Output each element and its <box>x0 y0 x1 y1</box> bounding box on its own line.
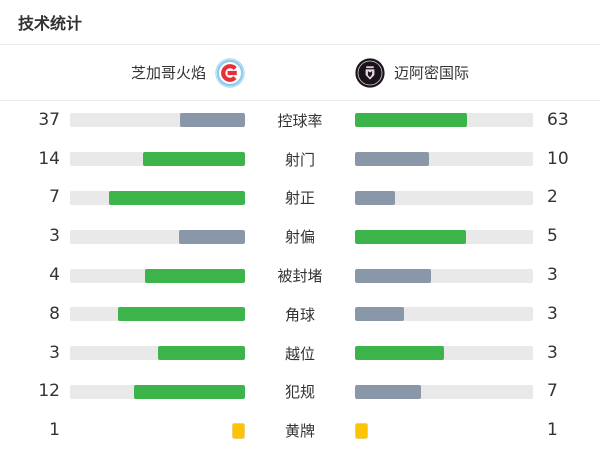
home-bar-fill <box>180 113 245 128</box>
home-bar-cell <box>60 307 245 322</box>
home-bar-cell <box>60 422 245 439</box>
stats-rows: 37 控球率 63 14 射门 10 7 射正 2 3 射偏 5 4 被封堵 3 8 角球 3 3 越位 3 12 犯规 7 1… <box>0 101 600 450</box>
away-bar-track <box>355 190 533 205</box>
away-bar-cell <box>355 152 540 167</box>
stat-row-2: 14 射门 10 <box>0 140 600 179</box>
away-bar-track <box>355 268 533 283</box>
home-bar-fill <box>145 268 245 283</box>
home-value: 3 <box>49 226 60 247</box>
home-bar-cell <box>60 113 245 128</box>
inter-miami-logo-icon <box>355 57 385 88</box>
away-bar-cell <box>355 307 540 322</box>
away-bar-cell <box>355 384 540 399</box>
away-value: 3 <box>547 342 558 363</box>
home-bar-fill <box>157 346 245 361</box>
home-value: 1 <box>49 420 60 441</box>
away-value: 2 <box>547 187 558 208</box>
home-bar-cell <box>60 152 245 167</box>
home-bar-fill <box>117 307 245 322</box>
away-bar-track <box>355 152 533 167</box>
stat-row-9: 1 黄牌 1 <box>0 411 600 450</box>
away-team-header: 迈阿密国际 <box>300 57 600 88</box>
home-team-header: 芝加哥火焰 <box>0 57 300 88</box>
stat-row-8: 12 犯规 7 <box>0 373 600 412</box>
stat-row-7: 3 越位 3 <box>0 334 600 373</box>
away-bar-cell <box>355 268 540 283</box>
home-value: 14 <box>38 148 60 169</box>
home-bar-track <box>70 346 245 361</box>
away-bar-fill <box>355 268 432 283</box>
away-bar-fill <box>355 384 421 399</box>
home-bar-track <box>70 152 245 167</box>
away-bar-cell <box>355 422 540 439</box>
stat-label: 射门 <box>284 151 315 169</box>
away-value: 10 <box>547 148 569 169</box>
away-value: 3 <box>547 265 558 286</box>
away-bar-fill <box>355 152 430 167</box>
home-value: 12 <box>38 381 60 402</box>
home-bar-fill <box>134 384 245 399</box>
home-value: 7 <box>49 187 60 208</box>
away-bar-cell <box>355 229 540 244</box>
home-bar-cell <box>60 346 245 361</box>
home-bar-cell <box>60 229 245 244</box>
home-bar-track <box>70 307 245 322</box>
stat-label: 越位 <box>284 345 315 363</box>
home-bar-cell <box>60 190 245 205</box>
home-value: 37 <box>38 109 60 130</box>
away-team-name: 迈阿密国际 <box>394 65 470 82</box>
page-title: 技术统计 <box>0 0 600 45</box>
stat-row-3: 7 射正 2 <box>0 179 600 218</box>
away-bar-track <box>355 384 533 399</box>
home-bar-track <box>70 113 245 128</box>
away-value: 63 <box>547 109 569 130</box>
away-bar-track <box>355 113 533 128</box>
stat-label: 射偏 <box>284 229 315 247</box>
teams-header: 芝加哥火焰 迈阿密国际 <box>0 45 600 101</box>
away-value: 5 <box>547 226 558 247</box>
home-bar-fill <box>142 152 245 167</box>
away-bar-fill <box>355 113 468 128</box>
away-bar-cell <box>355 113 540 128</box>
yellow-card-icon-home <box>232 422 245 439</box>
stat-label: 控球率 <box>277 112 323 130</box>
away-bar-fill <box>355 229 467 244</box>
away-bar-fill <box>355 190 395 205</box>
stat-label: 黄牌 <box>284 423 315 441</box>
home-bar-track <box>70 384 245 399</box>
home-value: 3 <box>49 342 60 363</box>
home-bar-fill <box>179 229 245 244</box>
away-bar-track <box>355 307 533 322</box>
stat-row-4: 3 射偏 5 <box>0 217 600 256</box>
away-bar-fill <box>355 307 404 322</box>
chicago-fire-logo-icon <box>215 57 245 88</box>
stat-row-5: 4 被封堵 3 <box>0 256 600 295</box>
home-team-name: 芝加哥火焰 <box>130 65 206 82</box>
home-value: 4 <box>49 265 60 286</box>
away-bar-fill <box>355 346 444 361</box>
away-bar-track <box>355 229 533 244</box>
home-bar-track <box>70 229 245 244</box>
away-value: 3 <box>547 303 558 324</box>
stat-label: 犯规 <box>284 384 315 402</box>
away-bar-track <box>355 346 533 361</box>
yellow-card-icon-away <box>355 422 368 439</box>
home-bar-cell <box>60 384 245 399</box>
stat-label: 被封堵 <box>277 268 323 286</box>
away-bar-cell <box>355 346 540 361</box>
away-value: 1 <box>547 420 558 441</box>
away-value: 7 <box>547 381 558 402</box>
stat-label: 角球 <box>284 306 315 324</box>
stat-label: 射正 <box>284 190 315 208</box>
home-bar-track <box>70 190 245 205</box>
home-value: 8 <box>49 303 60 324</box>
home-bar-cell <box>60 268 245 283</box>
home-bar-track <box>70 268 245 283</box>
home-bar-fill <box>108 190 245 205</box>
away-bar-cell <box>355 190 540 205</box>
stat-row-6: 8 角球 3 <box>0 295 600 334</box>
stat-row-1: 37 控球率 63 <box>0 101 600 140</box>
